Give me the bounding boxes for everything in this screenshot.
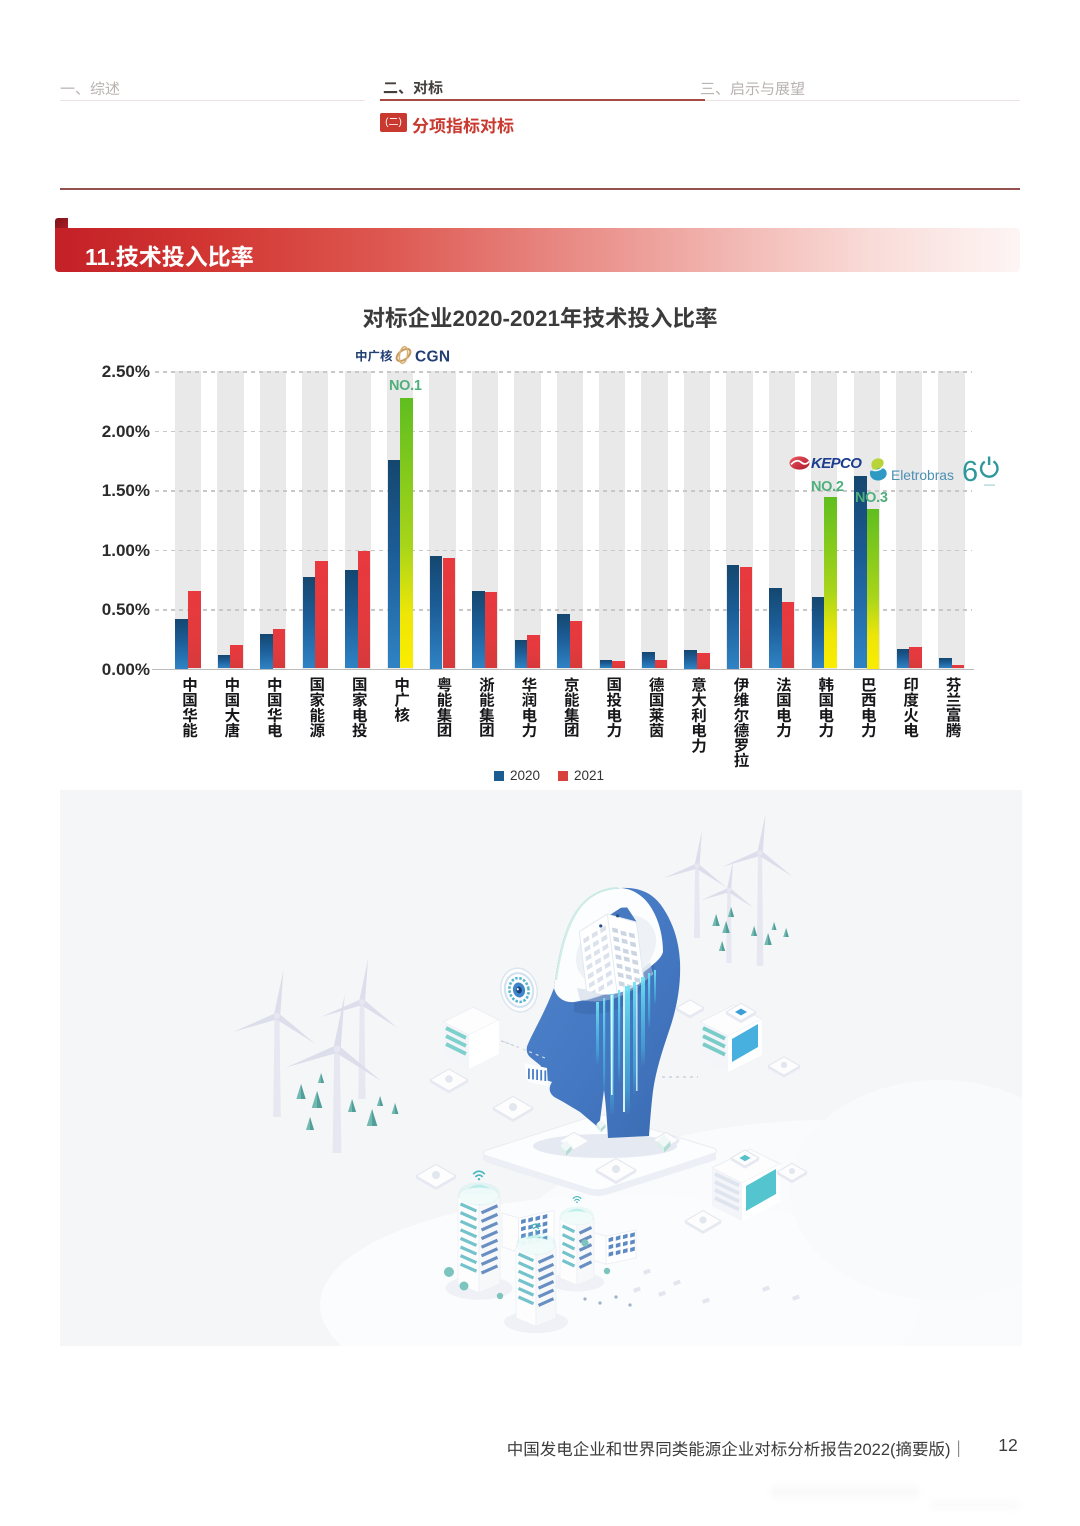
svg-text:Eletrobras: Eletrobras (891, 468, 954, 483)
svg-text:CGN: CGN (415, 349, 450, 366)
svg-text:6: 6 (963, 456, 978, 488)
svg-text:中广核: 中广核 (355, 346, 393, 365)
svg-text:KEPCO: KEPCO (811, 455, 862, 472)
